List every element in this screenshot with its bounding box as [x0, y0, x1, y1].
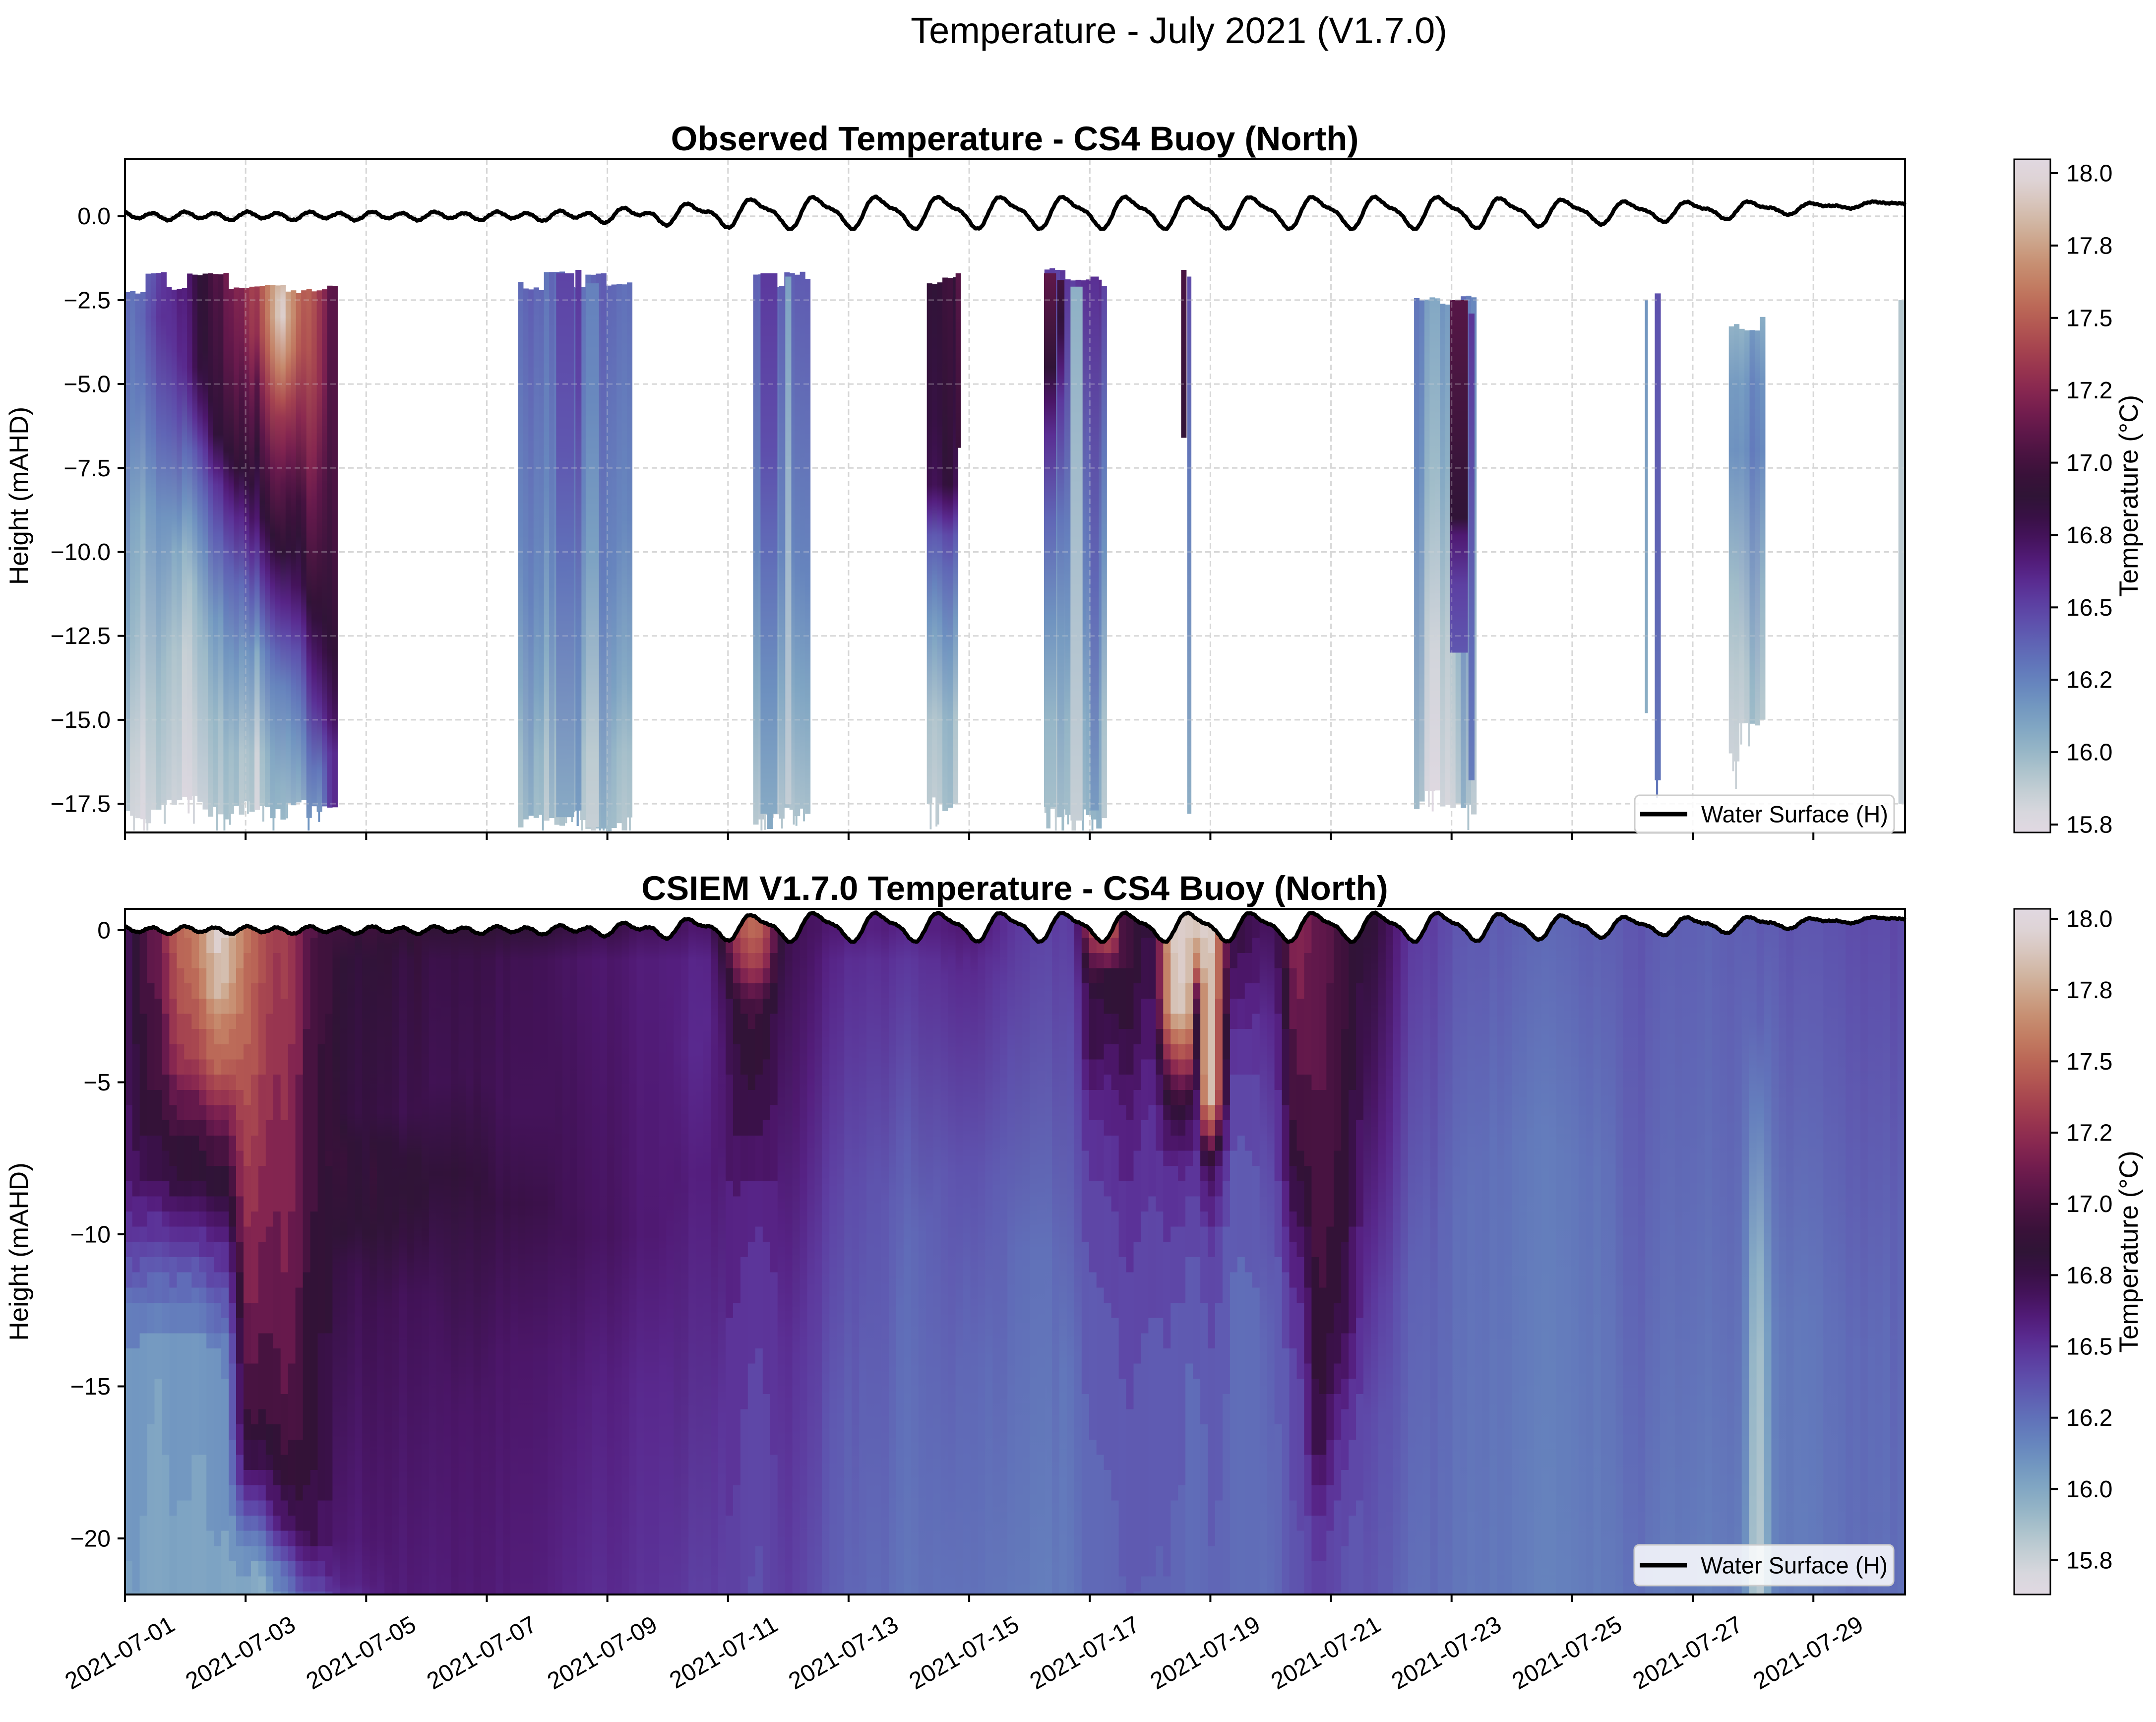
- svg-text:Height (mAHD): Height (mAHD): [4, 407, 34, 585]
- svg-text:17.0: 17.0: [2066, 1191, 2112, 1217]
- svg-text:17.8: 17.8: [2066, 977, 2112, 1004]
- svg-text:Water Surface (H): Water Surface (H): [1701, 801, 1888, 828]
- svg-text:−15.0: −15.0: [51, 707, 111, 733]
- svg-text:Temperature - July 2021 (V1.7.: Temperature - July 2021 (V1.7.0): [911, 10, 1447, 51]
- svg-text:15.8: 15.8: [2066, 1548, 2112, 1574]
- svg-text:17.2: 17.2: [2066, 1120, 2112, 1147]
- svg-text:16.8: 16.8: [2066, 522, 2112, 549]
- svg-text:−10.0: −10.0: [51, 539, 111, 566]
- svg-text:16.5: 16.5: [2066, 595, 2112, 621]
- svg-text:−10: −10: [70, 1222, 111, 1248]
- svg-text:−12.5: −12.5: [51, 623, 111, 649]
- svg-text:Observed Temperature - CS4 Buo: Observed Temperature - CS4 Buoy (North): [671, 120, 1359, 158]
- svg-text:16.8: 16.8: [2066, 1263, 2112, 1289]
- svg-text:15.8: 15.8: [2066, 812, 2112, 838]
- svg-text:16.2: 16.2: [2066, 667, 2112, 694]
- svg-text:Height (mAHD): Height (mAHD): [4, 1162, 34, 1340]
- svg-text:−2.5: −2.5: [63, 287, 111, 314]
- svg-text:0: 0: [97, 918, 111, 944]
- svg-text:17.5: 17.5: [2066, 1049, 2112, 1075]
- svg-text:−20: −20: [70, 1526, 111, 1552]
- svg-text:18.0: 18.0: [2066, 161, 2112, 187]
- svg-text:18.0: 18.0: [2066, 906, 2112, 933]
- svg-text:−5.0: −5.0: [63, 372, 111, 398]
- svg-text:16.2: 16.2: [2066, 1405, 2112, 1431]
- svg-text:16.0: 16.0: [2066, 740, 2112, 766]
- svg-text:Temperature (°C): Temperature (°C): [2114, 395, 2144, 597]
- svg-text:17.8: 17.8: [2066, 233, 2112, 259]
- svg-text:17.0: 17.0: [2066, 450, 2112, 476]
- svg-text:−5: −5: [83, 1070, 111, 1096]
- svg-text:17.5: 17.5: [2066, 305, 2112, 331]
- svg-text:CSIEM V1.7.0 Temperature - CS4: CSIEM V1.7.0 Temperature - CS4 Buoy (Nor…: [641, 869, 1388, 907]
- svg-text:−7.5: −7.5: [63, 455, 111, 482]
- svg-text:0.0: 0.0: [77, 203, 111, 230]
- svg-text:−15: −15: [70, 1374, 111, 1400]
- svg-text:16.0: 16.0: [2066, 1476, 2112, 1503]
- svg-text:Water Surface (H): Water Surface (H): [1701, 1552, 1888, 1579]
- svg-text:Temperature (°C): Temperature (°C): [2114, 1150, 2144, 1352]
- svg-text:16.5: 16.5: [2066, 1334, 2112, 1360]
- svg-text:−17.5: −17.5: [51, 791, 111, 818]
- svg-text:17.2: 17.2: [2066, 378, 2112, 404]
